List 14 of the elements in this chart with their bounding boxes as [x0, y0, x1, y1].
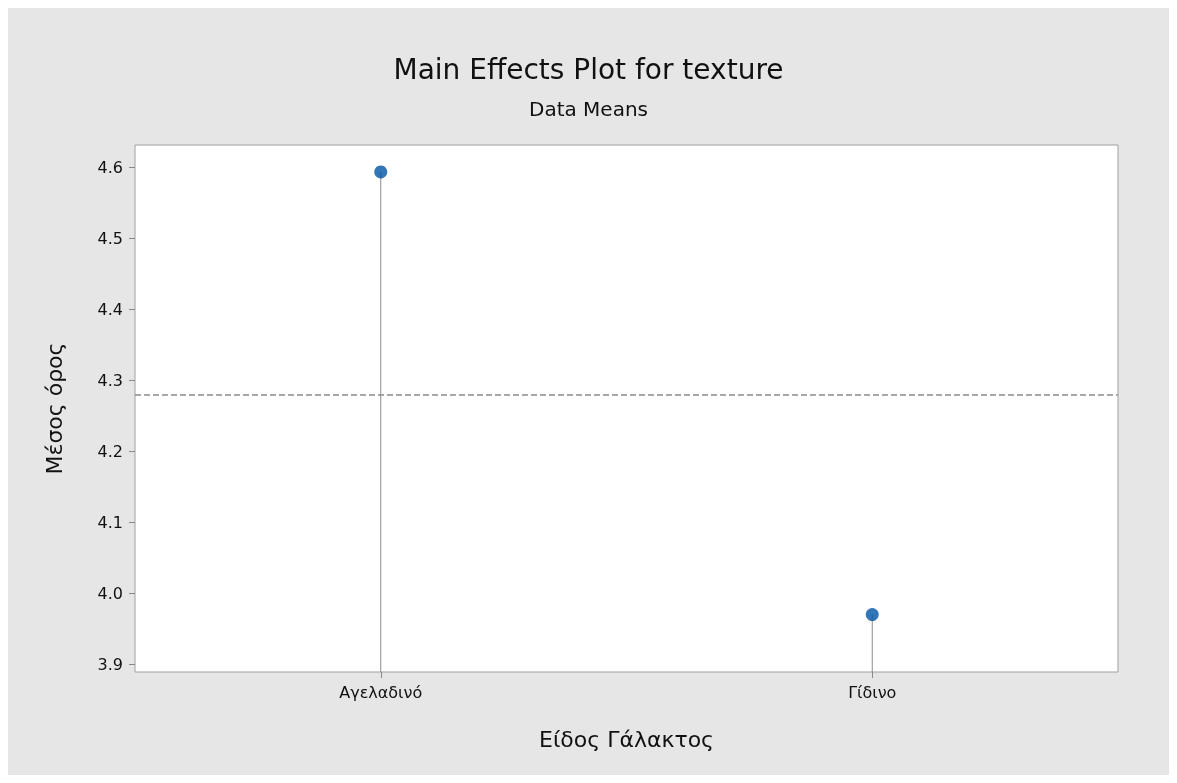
x-axis-title: Είδος Γάλακτος — [538, 726, 715, 752]
x-tick-label: Γίδινο — [848, 682, 897, 702]
y-tick-label: 4.3 — [97, 370, 123, 390]
x-tick-label: Αγελαδινό — [339, 682, 423, 702]
y-tick-label: 3.9 — [97, 654, 123, 674]
y-tick-label: 4.2 — [97, 441, 123, 461]
y-tick-label: 4.6 — [97, 158, 123, 178]
y-tick-label: 4.4 — [97, 300, 123, 320]
y-tick-label: 4.0 — [97, 583, 123, 603]
y-tick-label: 4.1 — [97, 512, 123, 532]
y-axis-title: Μέσος όρος — [41, 342, 67, 475]
chart-subtitle: Data Means — [528, 97, 649, 121]
chart-title: Main Effects Plot for texture — [393, 52, 784, 86]
y-tick-label: 4.5 — [97, 229, 123, 249]
